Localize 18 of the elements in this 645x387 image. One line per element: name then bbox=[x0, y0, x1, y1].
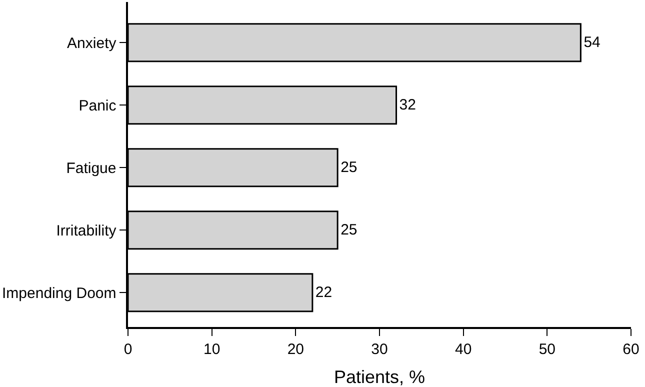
data-label: 54 bbox=[584, 34, 600, 52]
y-tick-label: Anxiety bbox=[67, 34, 117, 52]
x-tick-label: 0 bbox=[124, 340, 132, 358]
data-label: 32 bbox=[399, 96, 416, 114]
x-tick-label: 40 bbox=[454, 340, 472, 358]
x-axis-title: Patients, % bbox=[334, 367, 426, 387]
x-tick-label: 20 bbox=[287, 340, 304, 358]
data-label: 25 bbox=[340, 222, 358, 239]
y-tick-label: Panic bbox=[78, 97, 117, 114]
y-tick-label: Impending Doom bbox=[2, 284, 116, 302]
x-tick-label: 10 bbox=[203, 340, 220, 358]
x-tick-label: 60 bbox=[622, 340, 640, 358]
y-tick-label: Irritability bbox=[56, 222, 117, 240]
data-label: 25 bbox=[340, 159, 358, 176]
x-tick-label: 50 bbox=[538, 340, 556, 358]
y-tick-label: Fatigue bbox=[66, 160, 116, 177]
data-label: 22 bbox=[315, 284, 332, 302]
x-tick-label: 30 bbox=[371, 340, 388, 358]
